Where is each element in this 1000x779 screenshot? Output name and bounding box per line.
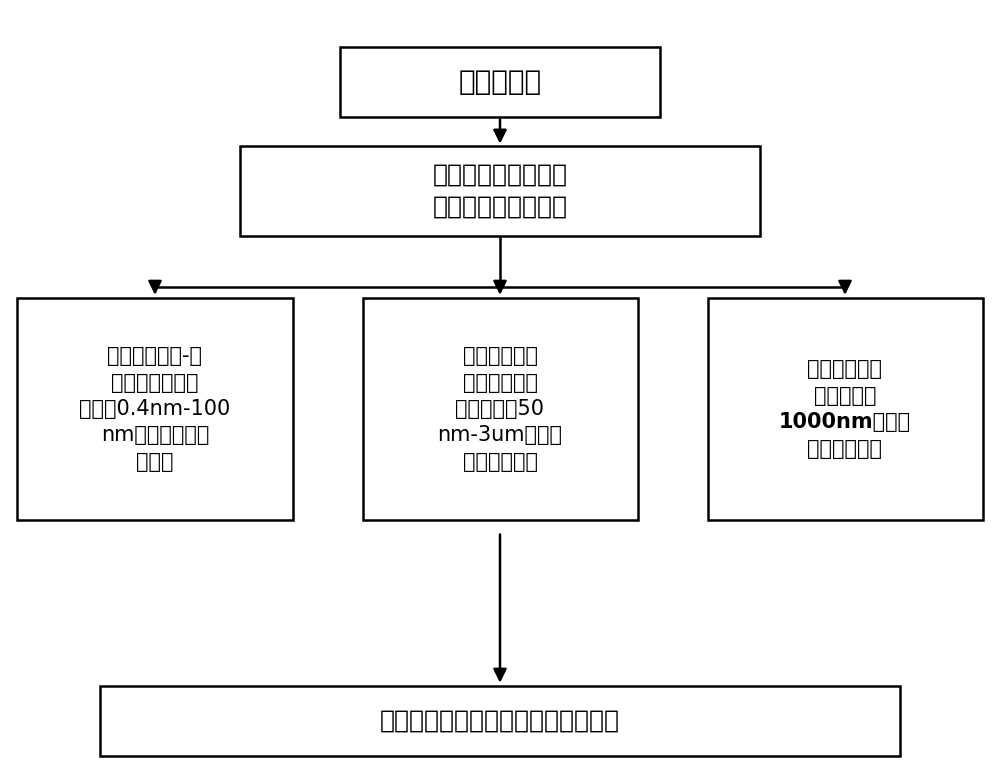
Text: 低温氮气吸附-解
吸实验测定孔径
范围为0.4nm-100
nm的孔隙对孔隙
度贡献: 低温氮气吸附-解 吸实验测定孔径 范围为0.4nm-100 nm的孔隙对孔隙 度… [79, 346, 231, 472]
FancyBboxPatch shape [240, 146, 760, 236]
Text: 泥页岩样品: 泥页岩样品 [458, 68, 542, 96]
FancyBboxPatch shape [362, 298, 638, 520]
Text: 对同一深度泥页岩样
品选取三组平行样品: 对同一深度泥页岩样 品选取三组平行样品 [432, 163, 568, 219]
FancyBboxPatch shape [340, 47, 660, 117]
FancyBboxPatch shape [17, 298, 292, 520]
FancyBboxPatch shape [100, 686, 900, 756]
FancyBboxPatch shape [708, 298, 982, 520]
Text: 泥页岩储层不同孔径孔隙对孔隙贡献: 泥页岩储层不同孔径孔隙对孔隙贡献 [380, 709, 620, 732]
Text: 压汞法测定孔
径范围大于
1000nm的孔隙
对孔隙度贡献: 压汞法测定孔 径范围大于 1000nm的孔隙 对孔隙度贡献 [779, 359, 911, 459]
Text: 氩离子抛光和
扫描电镜测定
孔径范围为50
nm-3um的孔隙
对孔隙度贡献: 氩离子抛光和 扫描电镜测定 孔径范围为50 nm-3um的孔隙 对孔隙度贡献 [438, 346, 562, 472]
